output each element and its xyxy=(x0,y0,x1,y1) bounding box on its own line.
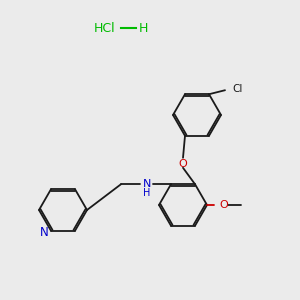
Text: N: N xyxy=(40,226,49,239)
Text: H: H xyxy=(143,188,151,198)
Text: O: O xyxy=(219,200,228,210)
Text: Cl: Cl xyxy=(232,84,242,94)
Text: O: O xyxy=(178,159,188,169)
Text: HCl: HCl xyxy=(94,22,116,34)
Text: N: N xyxy=(143,179,151,189)
Text: H: H xyxy=(138,22,148,34)
